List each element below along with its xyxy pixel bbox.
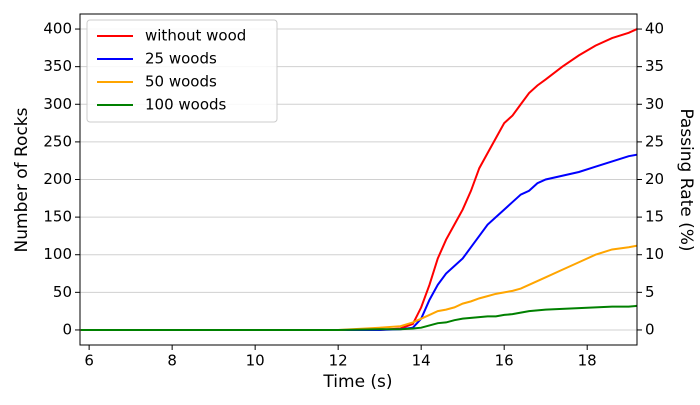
y2-tick-label: 35 <box>645 57 664 75</box>
legend-box <box>86 19 278 123</box>
x-tick-label: 16 <box>495 352 514 370</box>
y-tick-label: 350 <box>43 57 72 75</box>
x-tick-label: 6 <box>84 352 94 370</box>
y-tick-label: 200 <box>43 170 72 188</box>
x-tick-label: 18 <box>578 352 597 370</box>
legend-label: 25 woods <box>145 50 217 68</box>
x-axis-title: Time (s) <box>322 372 392 392</box>
series-line <box>80 304 638 331</box>
y-tick-label: 400 <box>43 20 72 38</box>
y2-tick-label: 5 <box>645 283 655 301</box>
y2-axis-title: Passing Rate (%) <box>676 108 696 251</box>
x-tick-label: 12 <box>329 352 348 370</box>
series-line <box>80 244 638 331</box>
x-tick-label: 10 <box>246 352 265 370</box>
y-tick-label: 150 <box>43 208 72 226</box>
x-tick-label: 8 <box>167 352 177 370</box>
y2-tick-label: 25 <box>645 132 664 150</box>
y-tick-label: 0 <box>62 320 72 338</box>
series-line <box>80 28 638 331</box>
y2-tick-label: 15 <box>645 208 664 226</box>
y2-tick-label: 0 <box>645 320 655 338</box>
y-tick-label: 100 <box>43 245 72 263</box>
x-tick-label: 14 <box>412 352 431 370</box>
plot-frame <box>79 13 638 346</box>
y-tick-label: 300 <box>43 95 72 113</box>
y-axis-title: Number of Rocks <box>12 107 32 252</box>
y-tick-label: 250 <box>43 132 72 150</box>
y2-tick-label: 30 <box>645 95 664 113</box>
y2-tick-label: 20 <box>645 170 664 188</box>
legend-label: 50 woods <box>145 73 217 91</box>
legend-label: 100 woods <box>145 96 227 114</box>
y2-tick-label: 40 <box>645 20 664 38</box>
legend-label: without wood <box>145 27 246 45</box>
y2-tick-label: 10 <box>645 245 664 263</box>
y-tick-label: 50 <box>53 283 72 301</box>
series-line <box>80 153 638 331</box>
